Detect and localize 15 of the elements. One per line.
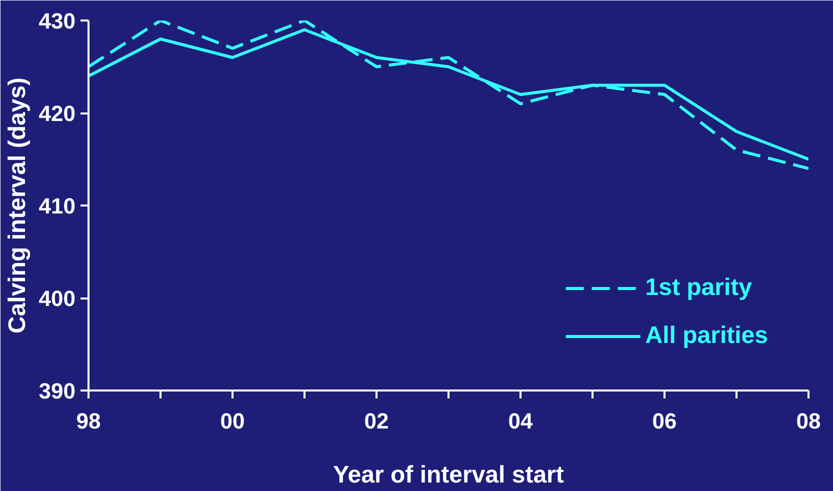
x-tick-label: 02 — [364, 408, 389, 434]
x-axis-title: Year of interval start — [333, 462, 564, 488]
y-tick-label: 420 — [38, 101, 76, 126]
x-tick-label: 06 — [652, 408, 677, 434]
y-axis-title: Calving interval (days) — [4, 77, 31, 334]
y-tick-label: 410 — [38, 194, 76, 218]
x-tick-label: 98 — [76, 408, 101, 434]
legend-label: 1st parity — [645, 274, 752, 302]
y-tick-label: 400 — [38, 286, 76, 311]
x-tick-label: 08 — [796, 408, 821, 434]
legend-label: All parities — [645, 322, 768, 350]
y-tick-label: 390 — [38, 378, 76, 404]
x-tick-label: 04 — [508, 408, 534, 434]
x-tick-label: 00 — [220, 408, 245, 434]
y-tick-label: 430 — [38, 8, 76, 34]
